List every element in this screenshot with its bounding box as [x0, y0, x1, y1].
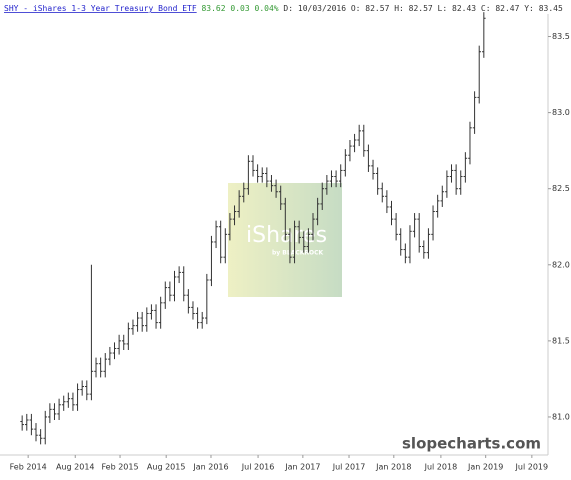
- x-tick-label: Jan 2016: [192, 463, 228, 472]
- x-tick-label: Aug 2015: [147, 463, 186, 472]
- x-tick-label: Feb 2014: [10, 463, 47, 472]
- x-tick-label: Jul 2016: [241, 463, 275, 472]
- y-tick-label: 82.0: [552, 260, 570, 269]
- x-tick-label: Jul 2017: [332, 463, 366, 472]
- header: SHY - iShares 1-3 Year Treasury Bond ETF…: [4, 4, 563, 13]
- x-tick-label: Feb 2015: [101, 463, 138, 472]
- change: 0.03: [230, 4, 249, 13]
- last-price: 83.62: [201, 4, 225, 13]
- x-tick-label: Jul 2018: [424, 463, 458, 472]
- y-tick-label: 83.5: [552, 32, 570, 41]
- x-tick-label: Jan 2018: [375, 463, 411, 472]
- symbol-link[interactable]: SHY - iShares 1-3 Year Treasury Bond ETF: [4, 4, 197, 13]
- watermark-title: iShares: [246, 223, 327, 248]
- x-tick-label: Jan 2019: [467, 463, 503, 472]
- credit: slopecharts.com: [402, 435, 541, 453]
- change-pct: 0.04%: [255, 4, 279, 13]
- x-tick-label: Aug 2014: [56, 463, 95, 472]
- y-tick-label: 81.5: [552, 336, 570, 345]
- x-tick-label: Jul 2019: [515, 463, 549, 472]
- watermark-subtitle: by BLACKROCK: [272, 250, 324, 257]
- y-tick-label: 83.0: [552, 108, 570, 117]
- x-tick-label: Jan 2017: [284, 463, 320, 472]
- readout: D: 10/03/2016 O: 82.57 H: 82.57 L: 82.43…: [283, 4, 563, 13]
- y-tick-label: 81.0: [552, 412, 570, 421]
- y-tick-label: 82.5: [552, 184, 570, 193]
